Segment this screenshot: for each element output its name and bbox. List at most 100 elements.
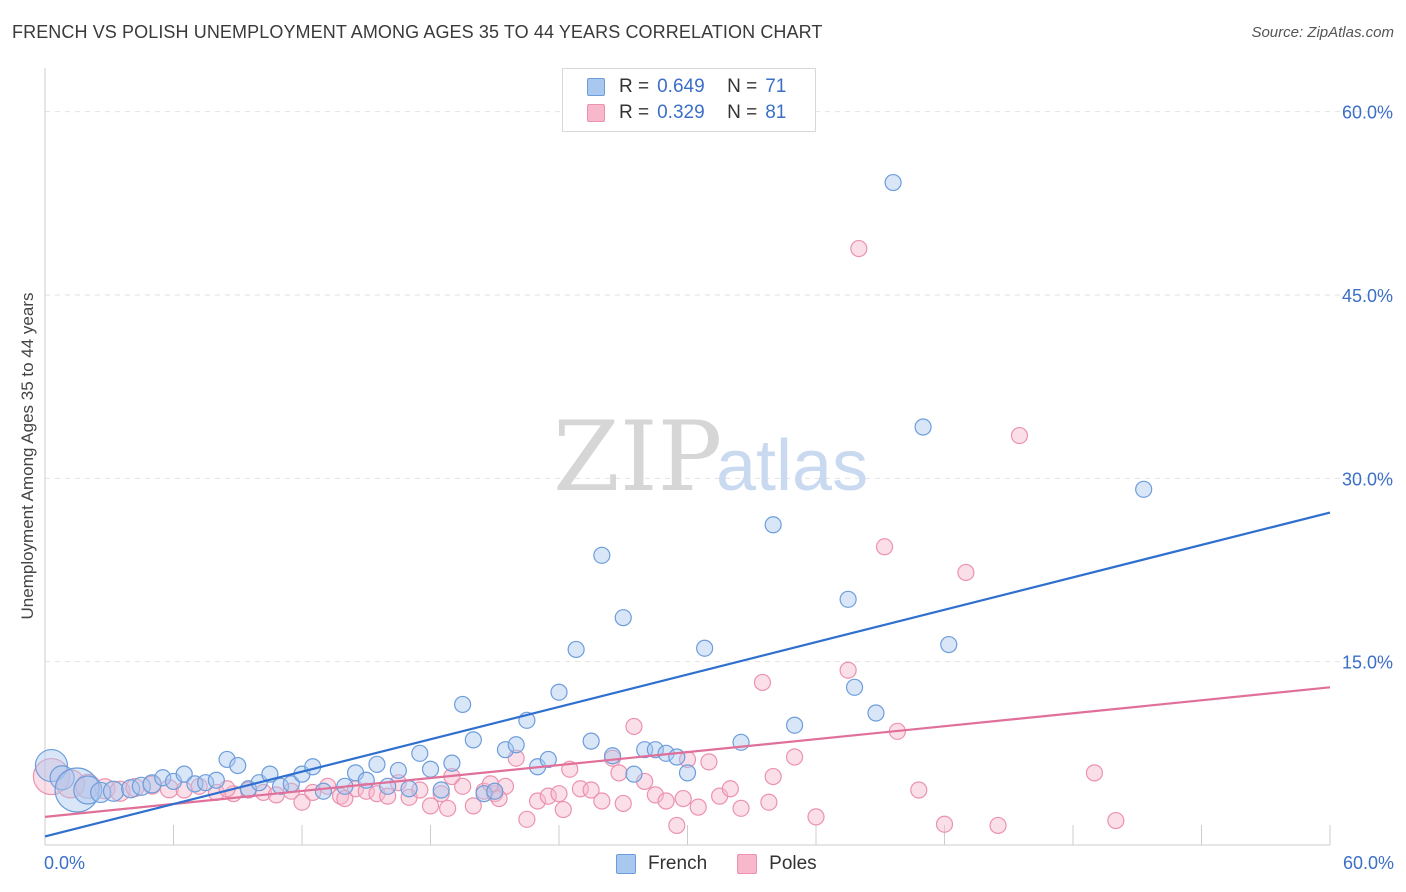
- n-label: N =: [727, 102, 758, 123]
- french-point: [646, 741, 664, 759]
- legend-label-poles: Poles: [769, 853, 817, 874]
- poles-trend-line: [44, 686, 1331, 818]
- french-swatch: [616, 854, 636, 874]
- french-point: [175, 765, 193, 783]
- french-point: [593, 546, 611, 564]
- french-point: [1135, 480, 1153, 498]
- poles-point: [689, 798, 707, 816]
- french-point: [154, 769, 172, 787]
- french-point: [678, 764, 697, 782]
- poles-point: [593, 792, 611, 810]
- french-point: [229, 756, 247, 775]
- french-point: [884, 173, 902, 192]
- poles-points: [32, 239, 1125, 835]
- french-point: [486, 782, 504, 800]
- french-point: [73, 775, 103, 805]
- french-point: [102, 780, 125, 802]
- poles-point: [1085, 764, 1104, 782]
- french-point: [411, 744, 429, 762]
- poles-point: [807, 808, 825, 826]
- n-value: 71: [765, 76, 787, 97]
- french-point: [550, 683, 568, 701]
- french-swatch: [587, 78, 605, 96]
- poles-point: [646, 786, 664, 804]
- trend-lines: [44, 511, 1331, 838]
- poles-point: [721, 780, 739, 798]
- y-tick-label: 45.0%: [1342, 286, 1393, 306]
- poles-point: [528, 792, 547, 810]
- poles-point: [657, 792, 675, 810]
- series-legend: French Poles: [616, 853, 847, 875]
- legend-row-french: R = 0.649 N = 71: [587, 75, 786, 99]
- poles-point: [614, 794, 632, 813]
- x-tick-max: 60.0%: [1342, 853, 1394, 873]
- poles-point: [785, 748, 804, 766]
- y-tick-labels: 15.0% 30.0% 45.0% 60.0%: [1342, 103, 1393, 673]
- french-point: [625, 765, 643, 783]
- poles-point: [839, 661, 857, 679]
- french-point: [475, 785, 493, 803]
- french-point: [496, 741, 515, 759]
- poles-point: [454, 777, 472, 795]
- french-point: [271, 777, 290, 795]
- poles-point: [464, 797, 482, 815]
- n-label: N =: [727, 76, 758, 97]
- r-label: R =: [619, 102, 650, 123]
- poles-point: [732, 799, 750, 817]
- french-point: [614, 609, 632, 627]
- poles-point: [336, 789, 354, 808]
- gridlines: [45, 111, 1395, 663]
- french-point: [764, 516, 782, 534]
- poles-point: [1107, 811, 1125, 830]
- french-point: [696, 639, 714, 657]
- french-point: [389, 761, 407, 780]
- french-point: [940, 635, 958, 654]
- french-point: [914, 418, 932, 436]
- legend-row-poles: R = 0.329 N = 81: [587, 101, 786, 125]
- poles-point: [850, 239, 868, 258]
- r-value: 0.329: [657, 102, 705, 123]
- french-point: [443, 754, 461, 772]
- poles-point: [875, 538, 894, 556]
- x-tick-min: 0.0%: [44, 853, 86, 873]
- french-point: [34, 748, 69, 783]
- poles-point: [674, 789, 692, 808]
- poles-swatch: [737, 854, 758, 874]
- source-label: Source: ZipAtlas.com: [1251, 24, 1394, 41]
- poles-point: [753, 673, 772, 692]
- french-point: [432, 781, 450, 799]
- poles-point: [379, 787, 397, 805]
- watermark-zip: ZIP: [553, 401, 722, 513]
- y-tick-label: 60.0%: [1342, 103, 1393, 123]
- poles-swatch: [587, 104, 605, 122]
- french-point: [507, 736, 525, 754]
- chart-title: FRENCH VS POLISH UNEMPLOYMENT AMONG AGES…: [12, 22, 823, 42]
- poles-point: [518, 810, 536, 828]
- french-point: [582, 732, 600, 750]
- poles-point: [32, 757, 71, 796]
- french-point: [400, 780, 418, 798]
- poles-point: [764, 767, 782, 786]
- poles-point: [550, 785, 568, 803]
- poles-point: [957, 563, 975, 582]
- poles-point: [421, 797, 440, 815]
- legend-item-french[interactable]: French: [616, 853, 707, 875]
- watermark-atlas: atlas: [716, 426, 868, 506]
- axes: [44, 68, 1331, 846]
- french-point: [464, 731, 482, 749]
- french-point: [785, 716, 804, 734]
- poles-point: [293, 793, 311, 811]
- french-point: [668, 748, 686, 766]
- legend-item-poles[interactable]: Poles: [737, 853, 817, 875]
- poles-point: [554, 800, 572, 819]
- y-tick-label: 15.0%: [1342, 653, 1393, 673]
- poles-point: [935, 815, 954, 833]
- french-point: [839, 590, 857, 608]
- poles-point: [668, 816, 686, 835]
- french-trend-line: [44, 511, 1331, 838]
- poles-point: [989, 816, 1007, 835]
- poles-point: [1010, 426, 1029, 445]
- french-point: [567, 640, 585, 659]
